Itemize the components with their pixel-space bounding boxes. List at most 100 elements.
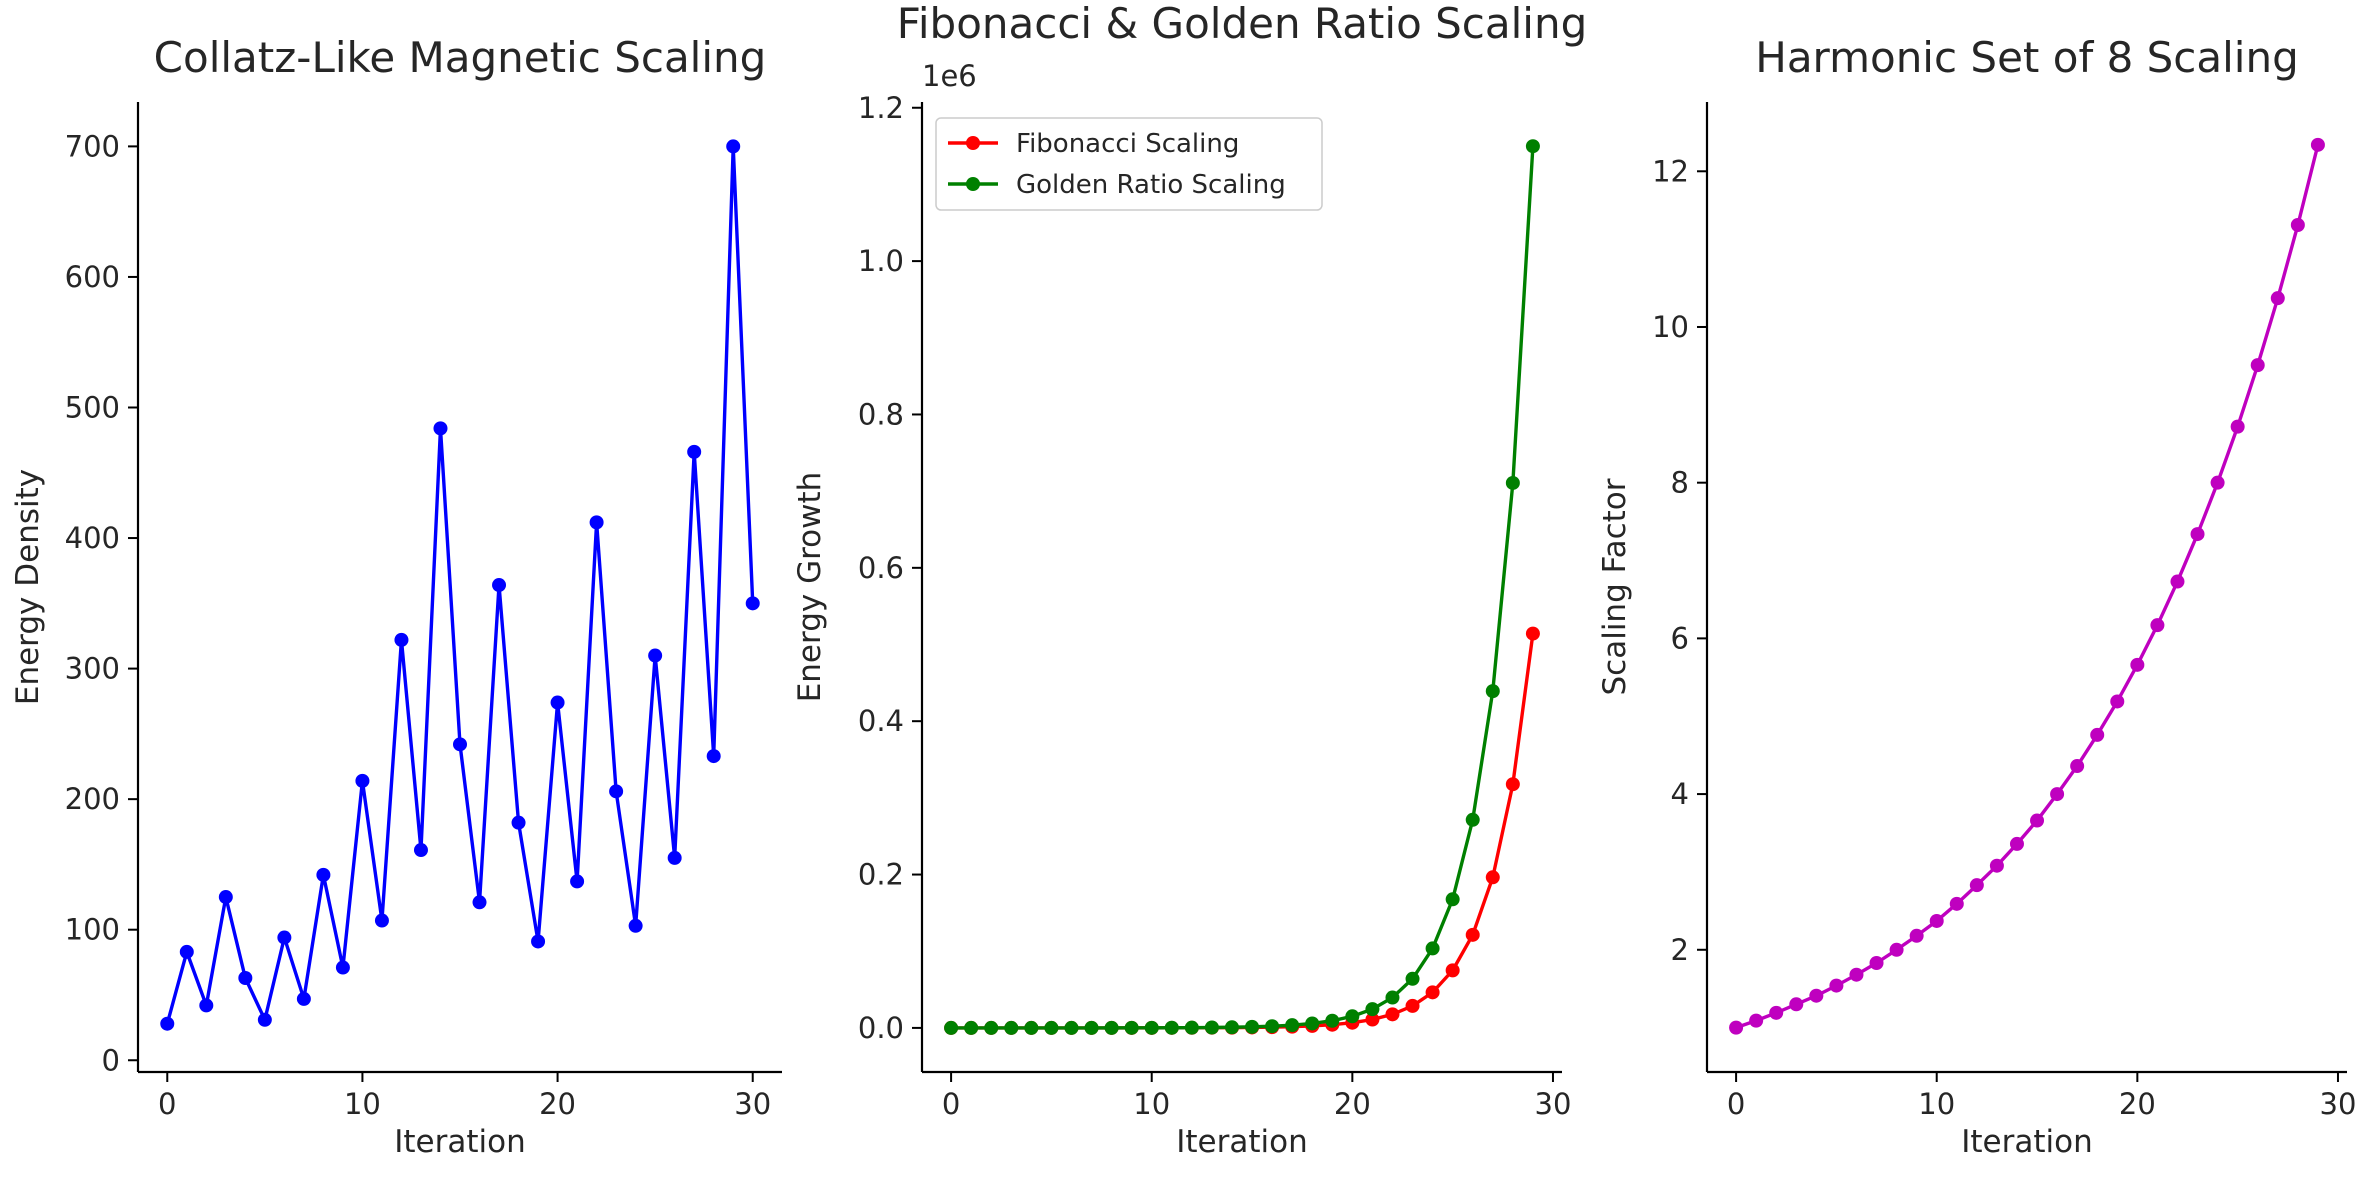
data-point xyxy=(1004,1020,1019,1035)
data-point xyxy=(648,648,663,663)
data-point xyxy=(984,1020,999,1035)
x-tick-label: 30 xyxy=(734,1087,771,1121)
series-line-1 xyxy=(1735,144,2320,1030)
y-tick-label: 500 xyxy=(65,390,120,424)
x-tick-label: 30 xyxy=(2320,1087,2357,1121)
data-point xyxy=(589,515,604,530)
data-point xyxy=(1909,928,1924,943)
data-point xyxy=(2310,137,2325,152)
data-point xyxy=(1184,1020,1199,1035)
data-point xyxy=(1405,971,1420,986)
data-point xyxy=(609,784,624,799)
data-point xyxy=(2250,358,2265,373)
data-point xyxy=(1265,1019,1280,1034)
data-point xyxy=(2009,836,2024,851)
data-point xyxy=(964,1020,979,1035)
data-point xyxy=(316,867,331,882)
y-tick-label: 0.8 xyxy=(858,397,904,431)
series-line-1 xyxy=(951,633,1535,1030)
data-point xyxy=(1365,1012,1380,1027)
x-tick-label: 10 xyxy=(1918,1087,1955,1121)
x-tick-label: 20 xyxy=(2119,1087,2156,1121)
data-point xyxy=(2130,657,2145,672)
data-point xyxy=(1969,878,1984,893)
data-point xyxy=(413,843,428,858)
data-point xyxy=(1849,967,1864,982)
data-point xyxy=(1749,1013,1764,1028)
x-tick-label: 0 xyxy=(942,1087,960,1121)
data-point xyxy=(1285,1018,1300,1033)
data-point xyxy=(1144,1020,1159,1035)
y-tick-label: 0.0 xyxy=(858,1011,904,1045)
data-point xyxy=(2210,475,2225,490)
data-point xyxy=(1525,626,1540,641)
data-point xyxy=(687,444,702,459)
legend-marker xyxy=(966,177,980,191)
y-tick-label: 10 xyxy=(1652,310,1689,344)
y-tick-label: 6 xyxy=(1671,621,1689,655)
data-point xyxy=(2050,787,2065,802)
data-point xyxy=(257,1012,272,1027)
y-tick-label: 300 xyxy=(65,652,120,686)
data-point xyxy=(296,991,311,1006)
data-point xyxy=(667,850,682,865)
data-point xyxy=(1809,988,1824,1003)
chart-title: Collatz-Like Magnetic Scaling xyxy=(154,33,767,82)
data-point xyxy=(2150,618,2165,633)
data-point xyxy=(1729,1020,1744,1035)
data-point xyxy=(706,749,721,764)
y-tick-label: 1.2 xyxy=(858,91,904,125)
y-tick-label: 700 xyxy=(65,129,120,163)
x-tick-label: 0 xyxy=(1727,1087,1745,1121)
x-axis-label: Iteration xyxy=(1176,1124,1308,1160)
chart-panel-3: Harmonic Set of 8 Scaling 0 10 20 30 2 4 6 8 10 12… xyxy=(1597,33,2356,1160)
legend-label: Fibonacci Scaling xyxy=(1016,129,1239,159)
x-axis-label: Iteration xyxy=(394,1124,526,1160)
data-point xyxy=(1465,927,1480,942)
data-point xyxy=(1929,913,1944,928)
data-point xyxy=(1869,956,1884,971)
data-point xyxy=(1124,1020,1139,1035)
x-tick-label: 30 xyxy=(1535,1087,1572,1121)
data-point xyxy=(2230,419,2245,434)
y-tick-label: 100 xyxy=(65,913,120,947)
chart-panel-2: Fibonacci & Golden Ratio Scaling 0 10 20 30 0… xyxy=(792,0,1587,1160)
data-point xyxy=(1044,1020,1059,1035)
data-point xyxy=(1305,1016,1320,1031)
y-axis-label: Energy Growth xyxy=(792,472,828,703)
data-point xyxy=(1949,896,1964,911)
legend-marker xyxy=(966,136,980,150)
data-point xyxy=(1405,998,1420,1013)
chart-title: Fibonacci & Golden Ratio Scaling xyxy=(897,0,1587,48)
data-point xyxy=(1505,777,1520,792)
data-point xyxy=(1024,1020,1039,1035)
data-point xyxy=(1505,475,1520,490)
data-point xyxy=(1345,1009,1360,1024)
data-point xyxy=(1485,684,1500,699)
y-tick-label: 200 xyxy=(65,782,120,816)
x-tick-label: 20 xyxy=(1334,1087,1371,1121)
data-point xyxy=(453,737,467,752)
y-tick-label: 0 xyxy=(102,1043,120,1077)
data-point xyxy=(1164,1020,1179,1035)
data-point xyxy=(1425,941,1440,956)
data-point xyxy=(1084,1020,1099,1035)
data-point xyxy=(1224,1020,1239,1035)
data-point xyxy=(218,890,233,905)
y-axis-label: Energy Density xyxy=(10,469,46,705)
data-point xyxy=(1204,1020,1219,1035)
y-tick-label: 2 xyxy=(1671,933,1689,967)
x-tick-label: 10 xyxy=(1133,1087,1170,1121)
data-point xyxy=(2270,291,2285,306)
y-tick-label: 1.0 xyxy=(858,244,904,278)
data-point xyxy=(1525,139,1540,154)
data-point xyxy=(277,930,292,945)
data-point xyxy=(2290,218,2305,233)
legend-label: Golden Ratio Scaling xyxy=(1016,170,1286,200)
data-point xyxy=(1385,1007,1400,1022)
data-point xyxy=(2090,727,2105,742)
data-point xyxy=(238,971,253,986)
chart-title: Harmonic Set of 8 Scaling xyxy=(1755,33,2299,82)
